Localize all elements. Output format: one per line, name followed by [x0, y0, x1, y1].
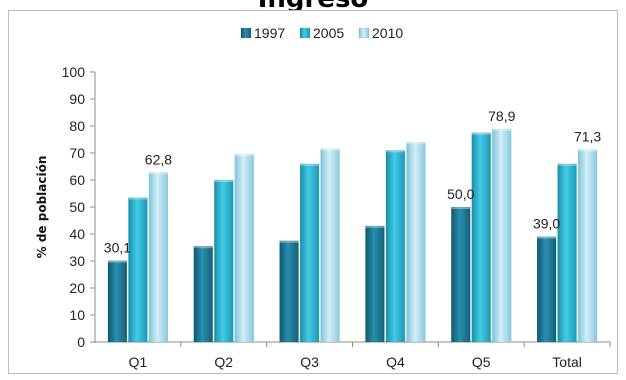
bar-2010-Q4: [406, 141, 426, 343]
legend-swatch-2005: [299, 27, 311, 39]
bar-2005-Q4: [385, 150, 406, 343]
bar-2010-Q5: [492, 128, 512, 343]
y-tick-label: 70: [69, 145, 85, 161]
bar-cap: [578, 149, 598, 152]
bar-1997-Q1: [107, 260, 128, 343]
bar-2005-Q1: [128, 197, 148, 343]
bar-cap: [320, 148, 340, 151]
x-tick-label: Q4: [386, 354, 405, 370]
x-tick-label: Q5: [472, 354, 491, 370]
data-label: 50,0: [447, 186, 474, 202]
data-label: 39,0: [533, 216, 560, 232]
bar-2005-Q5: [471, 132, 491, 343]
y-tick-label: 100: [62, 64, 86, 80]
bar-cap: [406, 142, 426, 145]
y-tick-label: 40: [69, 226, 85, 242]
legend-label-2005: 2005: [313, 25, 344, 41]
bar-cap: [148, 172, 168, 175]
bar-cap: [300, 163, 320, 166]
bar-cap: [128, 197, 148, 200]
y-axis-label: % de población: [35, 156, 49, 259]
bar-1997-Q3: [279, 240, 299, 343]
bar-cap: [365, 225, 385, 228]
bar-cap: [193, 246, 213, 249]
bar-cap: [234, 154, 254, 157]
bar-cap: [557, 163, 577, 166]
axes: 0 10 20 30 40 50 60 70 80 90 100 % de población Q1 Q2…: [35, 64, 611, 370]
data-label: 78,9: [488, 108, 515, 124]
bar-2005-Q3: [299, 163, 320, 343]
legend-swatch-1997: [240, 27, 252, 39]
bar-1997-Q4: [365, 225, 385, 343]
y-tick-label: 10: [69, 307, 85, 323]
x-tick-label: Q3: [300, 354, 319, 370]
bar-2010-Total: [577, 149, 598, 343]
x-tick-label: Total: [552, 354, 582, 370]
bar-2005-Total: [557, 163, 577, 343]
y-tick-label: 30: [69, 253, 85, 269]
y-tick-label: 50: [69, 199, 85, 215]
bar-2010-Q2: [234, 154, 254, 343]
bar-2005-Q2: [214, 179, 234, 343]
bar-cap: [214, 180, 234, 182]
legend-swatch-2010: [358, 27, 370, 39]
bar-cap: [471, 132, 491, 135]
bar-cap: [451, 207, 471, 209]
y-tick-label: 20: [69, 280, 85, 296]
bar-1997-Q5: [451, 206, 471, 343]
legend: 1997 2005 2010: [240, 25, 403, 41]
y-tick-label: 0: [77, 334, 85, 350]
data-label: 71,3: [574, 128, 601, 144]
bar-2010-Q3: [320, 148, 340, 343]
legend-label-1997: 1997: [254, 25, 285, 41]
y-tick-label: 60: [69, 172, 85, 188]
bar-cap: [107, 260, 127, 263]
bar-1997-Total: [536, 236, 557, 343]
bar-2010-Q1: [148, 172, 169, 343]
bar-cap: [279, 240, 299, 243]
bar-1997-Q2: [193, 245, 213, 343]
y-tick-label: 80: [69, 118, 85, 134]
data-labels: 30,1 62,8 50,0 78,9 39,0 71,3: [104, 108, 602, 256]
bar-cap: [385, 150, 405, 153]
x-tick-label: Q2: [214, 354, 233, 370]
bar-cap: [537, 236, 557, 239]
y-tick-label: 90: [69, 91, 85, 107]
x-tick-label: Q1: [129, 354, 148, 370]
bar-cap: [492, 128, 512, 131]
legend-label-2010: 2010: [372, 25, 403, 41]
bars: [107, 128, 598, 343]
data-label: 30,1: [104, 240, 131, 256]
data-label: 62,8: [145, 151, 172, 167]
